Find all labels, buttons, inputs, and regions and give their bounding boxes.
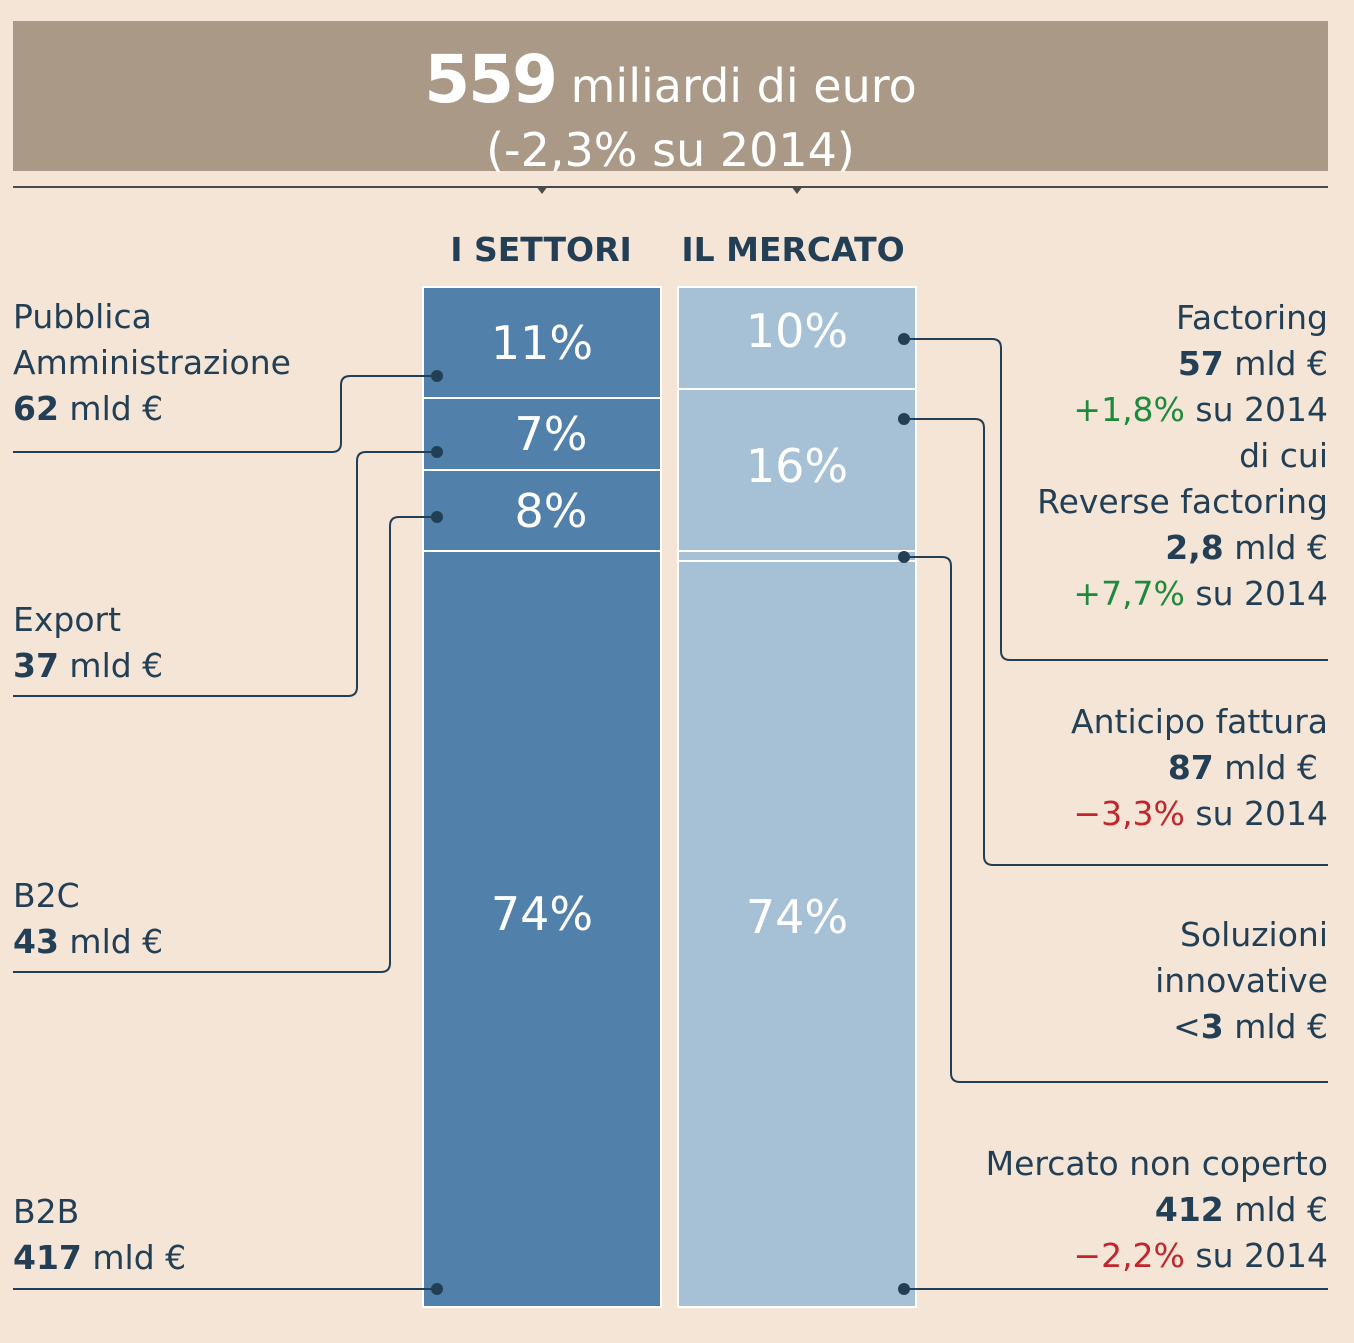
factoring-value: 57	[1177, 344, 1224, 383]
anticipo-change-line: −3,3% su 2014	[1071, 791, 1328, 837]
reverse-factoring-change-suffix: su 2014	[1184, 574, 1328, 613]
soluzioni-amount: <3 mld €	[1155, 1004, 1328, 1050]
factoring-amount: 57 mld €	[1037, 341, 1328, 387]
anticipo-name: Anticipo fattura	[1071, 702, 1328, 741]
pa-unit: mld €	[58, 389, 164, 428]
mercato-bar: 10% 16% 74%	[677, 286, 917, 1308]
soluzioni-line2: innovative	[1155, 961, 1328, 1000]
bar-segment-factoring: 10%	[677, 286, 917, 390]
anticipo-change-suffix: su 2014	[1184, 794, 1328, 833]
settori-title: I SETTORI	[450, 230, 632, 269]
b2c-value: 43	[13, 922, 59, 961]
noncoperto-change-line: −2,2% su 2014	[986, 1233, 1328, 1279]
label-b2b-value: 417 mld €	[13, 1235, 186, 1281]
notch-mercato-icon	[791, 186, 803, 194]
header-divider	[13, 186, 1328, 188]
bar-segment-b2b: 74%	[422, 550, 662, 1308]
anticipo-value: 87	[1167, 748, 1214, 787]
noncoperto-amount: 412 mld €	[986, 1187, 1328, 1233]
label-pa-line1: Pubblica	[13, 297, 152, 336]
soluzioni-prefix: <	[1173, 1007, 1201, 1046]
label-noncoperto: Mercato non coperto 412 mld € −2,2% su 2…	[986, 1141, 1328, 1279]
total-value: 559	[424, 41, 558, 118]
bar-segment-pa: 11%	[422, 286, 662, 399]
settori-bar: 11% 7% 8% 74%	[422, 286, 662, 1308]
label-anticipo: Anticipo fattura 87 mld € −3,3% su 2014	[1071, 699, 1328, 837]
header-banner: 559 miliardi di euro (-2,3% su 2014)	[13, 21, 1328, 177]
label-b2c-value: 43 mld €	[13, 919, 163, 965]
label-export: Export 37 mld €	[13, 597, 163, 689]
label-b2b: B2B 417 mld €	[13, 1189, 186, 1281]
reverse-factoring-unit: mld €	[1223, 528, 1328, 567]
label-pa: Pubblica Amministrazione 62 mld €	[13, 294, 291, 432]
total-line: 559 miliardi di euro	[13, 47, 1328, 113]
label-export-name: Export	[13, 600, 122, 639]
noncoperto-change-suffix: su 2014	[1184, 1236, 1328, 1275]
pa-value: 62	[13, 389, 59, 428]
total-change: (-2,3% su 2014)	[486, 123, 855, 177]
label-export-value: 37 mld €	[13, 643, 163, 689]
label-b2c: B2C 43 mld €	[13, 873, 163, 965]
export-value: 37	[13, 646, 59, 685]
b2c-unit: mld €	[58, 922, 164, 961]
noncoperto-value: 412	[1154, 1190, 1224, 1229]
bar-segment-export: 7%	[422, 397, 662, 471]
reverse-factoring-name: Reverse factoring	[1037, 482, 1328, 521]
b2b-value: 417	[13, 1238, 82, 1277]
label-pa-line2: Amministrazione	[13, 343, 291, 382]
label-pa-value: 62 mld €	[13, 386, 291, 432]
factoring-change-suffix: su 2014	[1184, 390, 1328, 429]
label-b2b-name: B2B	[13, 1192, 80, 1231]
soluzioni-value: 3	[1200, 1007, 1224, 1046]
label-factoring: Factoring 57 mld € +1,8% su 2014 di cui …	[1037, 295, 1328, 617]
export-unit: mld €	[58, 646, 164, 685]
anticipo-amount: 87 mld €	[1071, 745, 1328, 791]
noncoperto-unit: mld €	[1223, 1190, 1328, 1229]
noncoperto-change: −2,2%	[1073, 1236, 1185, 1275]
factoring-sub-intro: di cui	[1239, 436, 1328, 475]
factoring-change-line: +1,8% su 2014	[1037, 387, 1328, 433]
total-unit: miliardi di euro	[570, 59, 917, 113]
reverse-factoring-change-line: +7,7% su 2014	[1037, 571, 1328, 617]
factoring-name: Factoring	[1175, 298, 1328, 337]
factoring-change: +1,8%	[1073, 390, 1185, 429]
soluzioni-unit: mld €	[1223, 1007, 1328, 1046]
mercato-title: IL MERCATO	[681, 230, 905, 269]
reverse-factoring-value: 2,8	[1165, 528, 1224, 567]
label-b2c-name: B2C	[13, 876, 80, 915]
anticipo-unit: mld €	[1213, 748, 1318, 787]
reverse-factoring-amount: 2,8 mld €	[1037, 525, 1328, 571]
b2b-unit: mld €	[81, 1238, 187, 1277]
bar-segment-anticipo: 16%	[677, 388, 917, 552]
soluzioni-line1: Soluzioni	[1180, 915, 1328, 954]
label-soluzioni: Soluzioni innovative <3 mld €	[1155, 912, 1328, 1050]
factoring-unit: mld €	[1223, 344, 1328, 383]
noncoperto-name: Mercato non coperto	[985, 1144, 1328, 1183]
bar-segment-b2c: 8%	[422, 469, 662, 552]
anticipo-change: −3,3%	[1073, 794, 1185, 833]
bar-segment-noncoperto: 74%	[677, 560, 917, 1308]
notch-settori-icon	[536, 186, 548, 194]
reverse-factoring-change: +7,7%	[1073, 574, 1185, 613]
